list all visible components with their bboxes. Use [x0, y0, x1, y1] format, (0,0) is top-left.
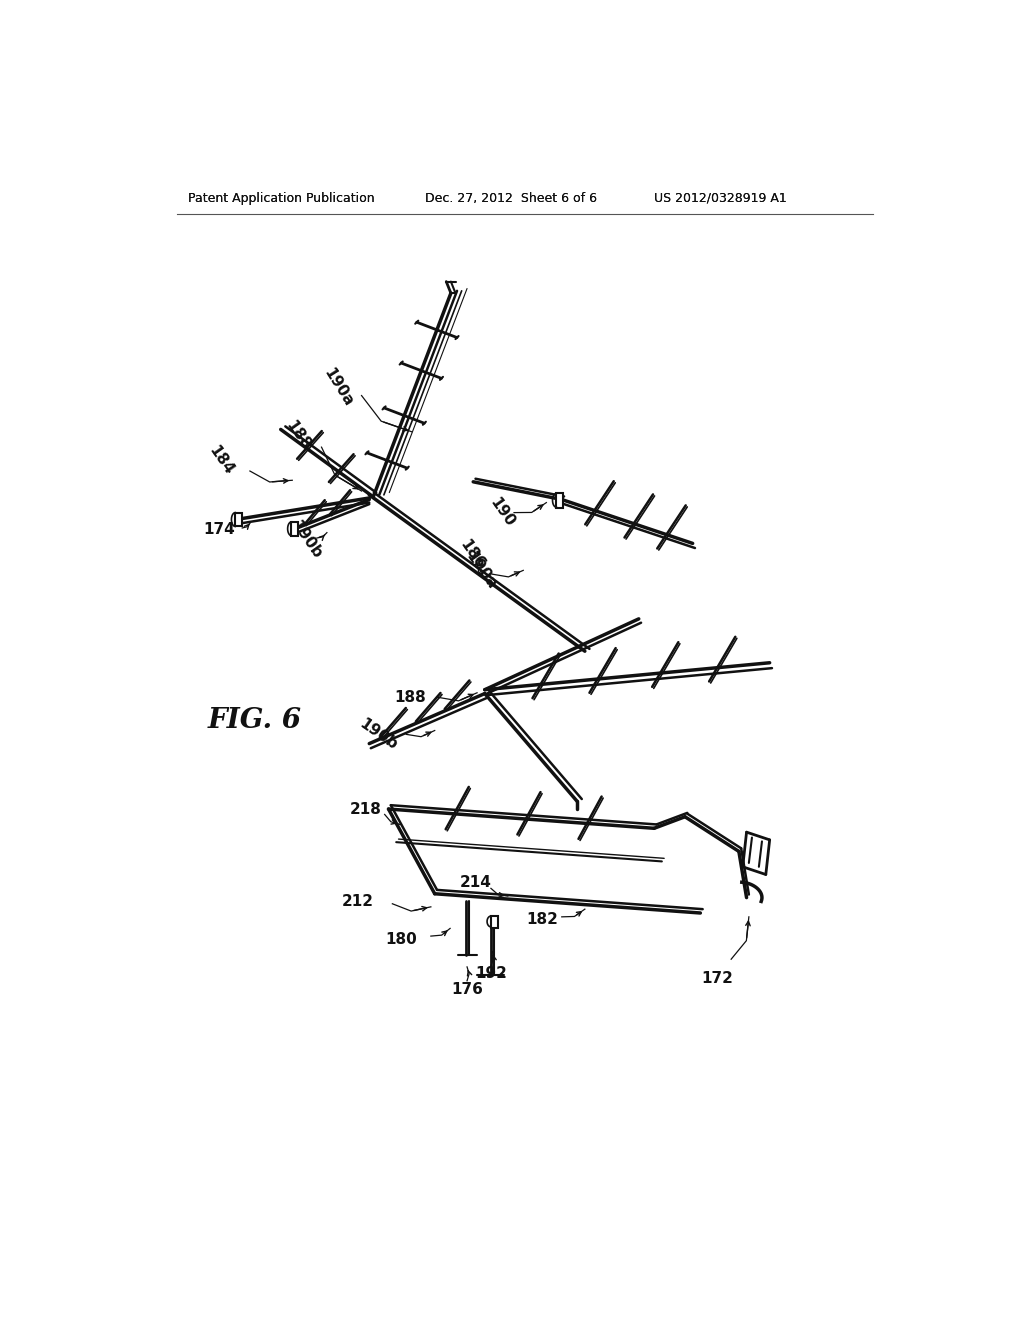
Text: 188: 188 — [394, 690, 426, 705]
Text: 190a: 190a — [463, 549, 499, 591]
Text: 190: 190 — [487, 495, 518, 529]
Text: 190b: 190b — [288, 519, 325, 562]
Text: 212: 212 — [342, 894, 374, 909]
Text: 192: 192 — [475, 965, 507, 981]
Text: 190b: 190b — [356, 715, 400, 752]
Text: US 2012/0328919 A1: US 2012/0328919 A1 — [654, 191, 786, 205]
Text: 172: 172 — [701, 972, 733, 986]
Text: 176: 176 — [452, 982, 483, 998]
Text: 180: 180 — [386, 932, 418, 948]
Text: 174: 174 — [203, 521, 234, 537]
Text: 190a: 190a — [321, 366, 356, 409]
Polygon shape — [292, 521, 298, 536]
Text: 184: 184 — [206, 444, 237, 478]
Text: 218: 218 — [349, 801, 381, 817]
Text: 182: 182 — [526, 912, 558, 927]
Text: 214: 214 — [460, 875, 492, 890]
Text: Patent Application Publication: Patent Application Publication — [188, 191, 375, 205]
Polygon shape — [236, 512, 243, 527]
Polygon shape — [556, 494, 563, 508]
Text: 186: 186 — [457, 537, 487, 573]
Text: Patent Application Publication: Patent Application Publication — [188, 191, 375, 205]
Text: Dec. 27, 2012  Sheet 6 of 6: Dec. 27, 2012 Sheet 6 of 6 — [425, 191, 597, 205]
Text: FIG. 6: FIG. 6 — [208, 708, 301, 734]
Text: Dec. 27, 2012  Sheet 6 of 6: Dec. 27, 2012 Sheet 6 of 6 — [425, 191, 597, 205]
Text: 188: 188 — [284, 418, 313, 453]
Polygon shape — [490, 916, 498, 928]
Text: US 2012/0328919 A1: US 2012/0328919 A1 — [654, 191, 786, 205]
